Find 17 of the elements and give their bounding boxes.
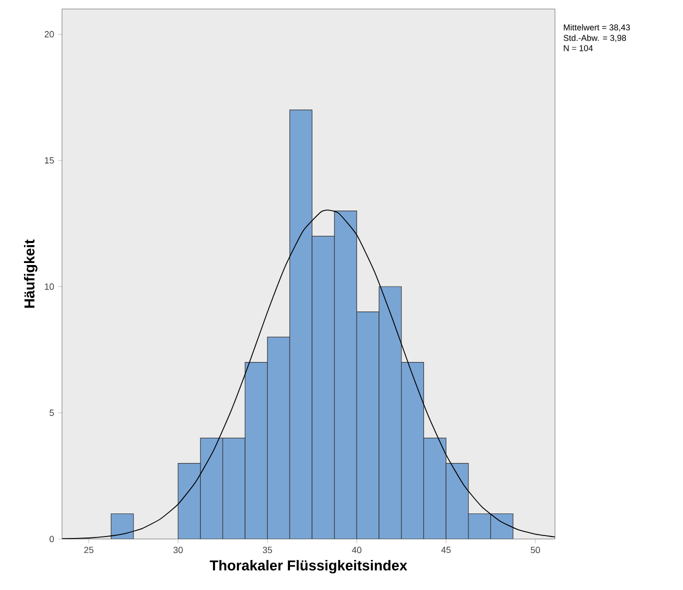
x-tick-label: 35: [262, 546, 272, 554]
y-axis-title: Häufigkeit: [24, 240, 38, 308]
y-tick-label: 20: [44, 31, 54, 38]
y-tick-label: 0: [50, 536, 54, 542]
x-tick-label: 45: [441, 546, 451, 554]
x-tick-label: 25: [84, 546, 94, 554]
text: Std.-Abw. = 3,98: [564, 34, 626, 42]
y-tick-label: 15: [44, 157, 54, 164]
x-axis-title: Thorakaler Flüssigkeitsindex: [210, 560, 408, 574]
text: Mittelwert = 38,43: [564, 24, 630, 32]
x-tick-label: 50: [530, 546, 540, 554]
text: N = 104: [564, 45, 593, 52]
line-series: [62, 210, 556, 539]
y-tick-label: 10: [44, 283, 54, 290]
x-tick-label: 40: [352, 546, 362, 554]
x-tick-label: 30: [173, 546, 183, 554]
y-tick-label: 5: [50, 410, 54, 416]
